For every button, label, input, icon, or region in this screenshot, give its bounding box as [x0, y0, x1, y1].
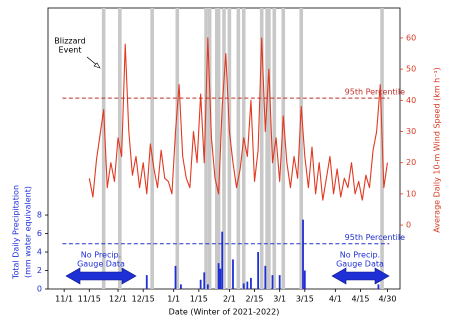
- bar: [174, 265, 177, 289]
- event-band: [227, 8, 232, 289]
- bar: [246, 281, 249, 289]
- bar: [206, 284, 209, 289]
- y-tick-label: 6: [37, 229, 42, 238]
- event-band: [216, 8, 221, 289]
- bar: [264, 265, 267, 289]
- y2-tick-label: 10: [406, 189, 416, 198]
- annotation: Gauge Data: [77, 260, 125, 269]
- bar: [199, 279, 202, 289]
- y-tick-label: 8: [37, 211, 42, 220]
- annotation: No Precip.: [340, 251, 380, 260]
- x-axis-label: Date (Winter of 2021-2022): [169, 308, 280, 317]
- bar: [203, 272, 206, 289]
- x-tick-label: 4/15: [352, 295, 370, 304]
- bar: [303, 270, 306, 289]
- percentile-label: 95th Percentile: [345, 233, 405, 242]
- x-tick-label: 1/1: [167, 295, 180, 304]
- event-band: [215, 8, 219, 289]
- bar: [217, 263, 220, 289]
- event-band: [236, 8, 241, 289]
- bar: [250, 277, 252, 289]
- x-tick-label: 11/1: [55, 295, 73, 304]
- bar: [377, 284, 380, 289]
- event-band: [267, 8, 271, 289]
- x-tick-label: 1/15: [190, 295, 208, 304]
- event-band: [259, 8, 264, 289]
- wind-line: [88, 37, 388, 201]
- y2-tick-label: 20: [406, 158, 416, 167]
- x-tick-label: 3/1: [273, 295, 286, 304]
- annotation: Blizzard: [54, 37, 85, 46]
- bar: [271, 275, 274, 289]
- event-band: [204, 8, 208, 289]
- bar: [257, 252, 260, 289]
- bar: [219, 268, 222, 289]
- y2-tick-label: 40: [406, 96, 416, 105]
- event-band: [175, 8, 180, 289]
- event-band: [222, 8, 226, 289]
- event-band: [207, 8, 212, 289]
- y2-tick-label: 0: [406, 221, 411, 230]
- y2-tick-label: 50: [406, 65, 416, 74]
- y-tick-label: 4: [37, 248, 42, 257]
- event-band: [150, 8, 154, 289]
- annotation: Event: [59, 46, 82, 55]
- y-tick-label: 2: [37, 266, 42, 275]
- event-band: [281, 8, 286, 289]
- event-band: [101, 8, 106, 289]
- x-tick-label: 12/15: [132, 295, 155, 304]
- x-tick-label: 4/1: [329, 295, 342, 304]
- x-tick-label: 2/1: [223, 295, 236, 304]
- y2-tick-label: 60: [406, 33, 416, 42]
- event-band: [241, 8, 246, 289]
- y2-tick-label: 30: [406, 127, 416, 136]
- percentile-label: 95th Percentile: [345, 88, 405, 97]
- bar: [302, 219, 304, 289]
- y-axis-label: (mm water equivalent): [24, 186, 33, 278]
- no-data-arrow: [65, 267, 137, 285]
- annotation: No Precip.: [81, 251, 121, 260]
- annotation: Gauge Data: [336, 260, 384, 269]
- x-tick-label: 3/15: [296, 295, 314, 304]
- y2-axis-label: Average Daily 10-m Wind Speed (km h⁻¹): [433, 67, 442, 233]
- x-tick-label: 12/1: [109, 295, 127, 304]
- event-band: [299, 8, 304, 289]
- no-data-arrow: [331, 267, 390, 285]
- bar: [145, 275, 148, 289]
- bar: [242, 283, 245, 289]
- x-tick-label: 2/15: [246, 295, 264, 304]
- x-tick-label: 11/15: [78, 295, 101, 304]
- y-axis-label: Total Daily Precipitation: [12, 185, 21, 280]
- bar: [278, 275, 281, 289]
- y-tick-label: 0: [37, 285, 42, 294]
- bar: [221, 231, 224, 289]
- blizzard-arrowhead: [93, 62, 101, 69]
- bar: [232, 259, 234, 289]
- bar: [180, 284, 182, 289]
- x-tick-label: 4/30: [378, 295, 396, 304]
